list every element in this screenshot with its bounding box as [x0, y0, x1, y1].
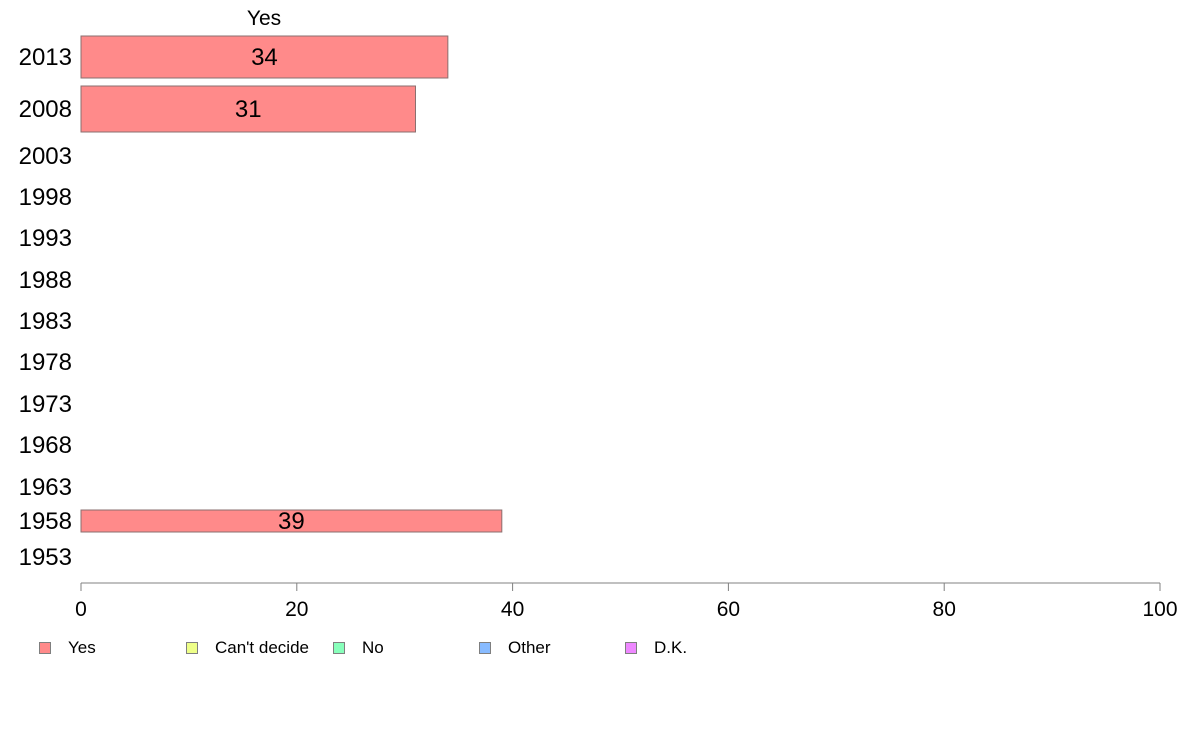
legend-label-other: Other — [508, 638, 551, 657]
legend-item-no: No — [333, 636, 384, 660]
bar-2013 — [80, 35, 449, 79]
bars-layer: 34 31 39 — [80, 35, 503, 535]
x-tick-label-80: 80 — [933, 598, 956, 621]
legend: Yes Can't decide No Other D.K. — [0, 636, 1188, 660]
bar-2008 — [80, 85, 416, 133]
y-tick-label-2003: 2003 — [19, 143, 72, 170]
y-tick-label-1968: 1968 — [19, 432, 72, 459]
legend-item-cant-decide: Can't decide — [186, 636, 309, 660]
x-tick-label-60: 60 — [717, 598, 740, 621]
y-tick-label-1963: 1963 — [19, 474, 72, 501]
bar-1958 — [80, 509, 503, 533]
legend-item-other: Other — [479, 636, 551, 660]
y-tick-label-1953: 1953 — [19, 544, 72, 571]
x-tick-label-40: 40 — [501, 598, 524, 621]
x-tick-label-0: 0 — [75, 598, 87, 621]
legend-label-cant-decide: Can't decide — [215, 638, 309, 657]
legend-swatch-no — [333, 642, 345, 654]
y-tick-label-1973: 1973 — [19, 391, 72, 418]
y-tick-label-1983: 1983 — [19, 308, 72, 335]
legend-swatch-dk — [625, 642, 637, 654]
chart-title: Yes — [247, 7, 281, 30]
y-tick-label-1993: 1993 — [19, 225, 72, 252]
legend-swatch-yes — [39, 642, 51, 654]
bar-label-2008: 31 — [235, 96, 262, 123]
legend-item-dk: D.K. — [625, 636, 687, 660]
legend-label-no: No — [362, 638, 384, 657]
y-tick-label-1978: 1978 — [19, 349, 72, 376]
x-tick-label-100: 100 — [1142, 598, 1177, 621]
legend-item-yes: Yes — [39, 636, 96, 660]
y-tick-label-1958: 1958 — [19, 508, 72, 535]
legend-swatch-cant-decide — [186, 642, 198, 654]
x-axis: 0 20 40 60 80 100 — [75, 582, 1178, 621]
y-tick-label-2008: 2008 — [19, 96, 72, 123]
legend-label-yes: Yes — [68, 638, 96, 657]
y-tick-label-1998: 1998 — [19, 184, 72, 211]
y-tick-label-2013: 2013 — [19, 44, 72, 71]
y-axis-labels: 2013 2008 2003 1998 1993 1988 1983 1978 1973 1968… — [19, 44, 72, 571]
legend-swatch-other — [479, 642, 491, 654]
legend-label-dk: D.K. — [654, 638, 688, 657]
bar-label-1958: 39 — [278, 508, 305, 535]
y-tick-label-1988: 1988 — [19, 267, 72, 294]
x-tick-label-20: 20 — [285, 598, 308, 621]
bar-label-2013: 34 — [251, 44, 278, 71]
